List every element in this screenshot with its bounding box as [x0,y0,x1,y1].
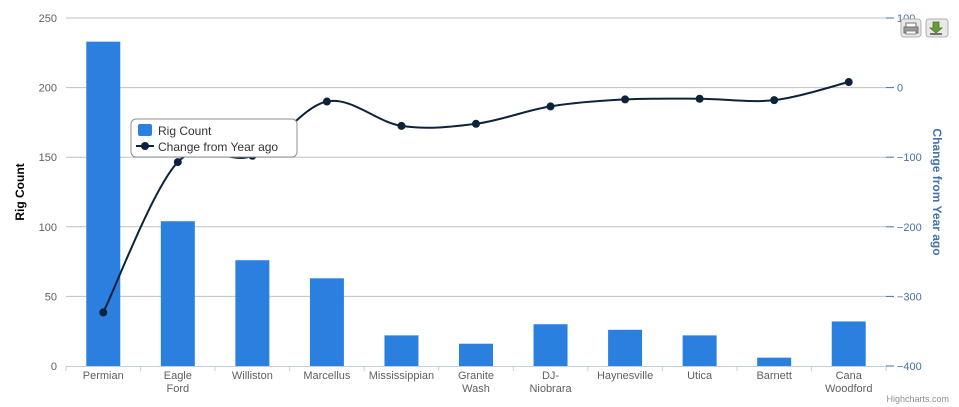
x-tick-label: Cana Woodford [825,370,873,395]
y-left-tick-label: 50 [45,291,57,303]
bar [309,278,344,366]
series-line [102,81,849,313]
y-axis-right: −400−300−200−1000100 [886,13,922,373]
y-left-tick-label: 100 [39,222,57,234]
legend-item-change[interactable]: Change from Year ago [136,140,278,154]
y-axis-right-title: Change from Year ago [930,128,944,255]
x-tick-label-line: Granite [458,370,494,382]
legend-symbol-bar [138,124,152,136]
line-series [99,78,853,317]
bar [682,335,717,366]
x-tick-label: Barnett [756,370,791,382]
x-tick-label: Eagle Ford [164,370,192,395]
line-point [770,96,779,105]
bar [384,335,419,366]
y-right-tick-label: −400 [897,361,922,373]
x-tick-label-line: Ford [167,383,190,395]
bar [459,343,493,366]
y-left-tick-label: 200 [39,83,57,95]
y-left-tick-label: 250 [39,13,57,25]
y-right-tick-label: 0 [897,83,903,95]
bar [235,260,270,366]
bar [831,321,866,366]
x-tick-label: Utica [687,370,713,382]
printer-icon [903,22,919,35]
y-left-tick-label: 150 [39,152,57,164]
x-tick-label: Mississippian [369,370,434,382]
x-tick-label-line: DJ- [542,370,559,382]
x-tick-label-line: Niobrara [529,383,572,395]
legend-item-rig-count[interactable]: Rig Count [138,124,212,138]
x-tick-label: Granite Wash [458,370,494,395]
y-right-tick-label: −300 [897,291,922,303]
bar-series [86,41,866,366]
line-point [397,121,406,130]
legend-box [130,118,298,158]
line-point [844,78,853,87]
legend-label-rig-count: Rig Count [158,124,212,138]
credits-link[interactable]: Highcharts.com [886,394,949,404]
print-button[interactable] [900,18,922,38]
line-point [322,97,331,106]
legend-label-change: Change from Year ago [158,140,278,154]
x-tick-label: Permian [83,370,124,382]
x-tick-label: DJ-Niobrara [529,370,572,395]
x-tick-label-line: Woodford [825,383,873,395]
y-right-tick-label: −100 [897,152,922,164]
x-tick-label: Williston [232,370,273,382]
y-right-tick-label: −200 [897,222,922,234]
x-tick-label: Marcellus [303,370,351,382]
x-tick-label-line: Eagle [164,370,192,382]
legend: Rig Count Change from Year ago [130,118,298,158]
download-icon [928,21,944,35]
line-point [472,119,480,128]
x-tick-label-line: Cana [836,370,863,382]
line-point [546,102,555,111]
line-point [695,94,704,103]
y-left-tick-label: 0 [51,361,57,373]
export-button[interactable] [925,18,949,38]
bar [757,357,792,366]
legend-symbol-marker [141,142,149,150]
x-tick-label-line: Wash [462,383,490,395]
bar [608,329,643,366]
bar [86,41,121,366]
x-axis: Permian Eagle Ford Williston Marcellus Missis… [65,366,887,395]
line-point [621,95,630,104]
y-axis-left-title: Rig Count [13,163,27,220]
line-point [99,308,108,317]
bar [160,221,195,366]
line-point [173,158,182,167]
x-tick-label: Haynesville [597,370,653,382]
y-axis-left: 0 50 100 150 200 250 [39,13,57,373]
bar [533,324,568,366]
